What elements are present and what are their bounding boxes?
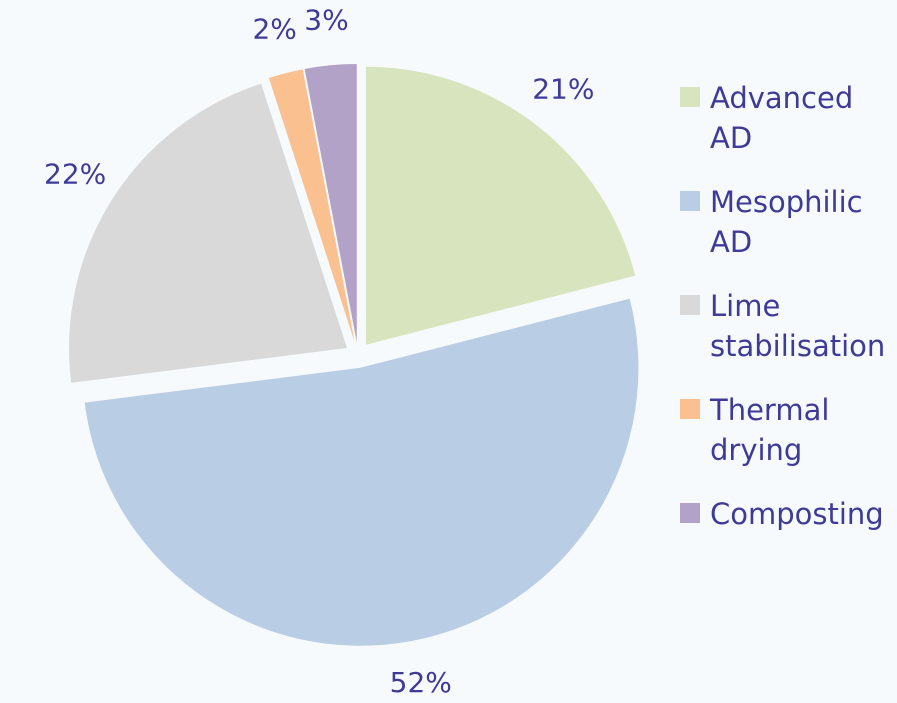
legend-item: Composting: [680, 494, 895, 534]
legend-item: Thermal drying: [680, 390, 895, 470]
legend-label: Mesophilic AD: [710, 185, 863, 259]
pie-slice: [84, 298, 639, 646]
legend-swatch: [680, 503, 700, 523]
legend-label: Composting: [710, 497, 884, 531]
legend-swatch: [680, 191, 700, 211]
legend-item: Lime stabilisation: [680, 286, 895, 366]
legend: Advanced AD Mesophilic AD Lime stabilisati…: [680, 78, 895, 558]
legend-swatch: [680, 87, 700, 107]
data-label: 3%: [304, 3, 348, 36]
legend-label: Thermal drying: [710, 393, 830, 467]
legend-swatch: [680, 399, 700, 419]
legend-item: Mesophilic AD: [680, 182, 895, 262]
pie-slice: [304, 64, 357, 343]
data-label: 22%: [44, 157, 106, 190]
legend-swatch: [680, 295, 700, 315]
legend-label: Lime stabilisation: [710, 289, 886, 363]
pie-slice: [365, 66, 636, 345]
data-label: 52%: [390, 666, 452, 699]
data-label: 2%: [252, 13, 296, 46]
data-label: 21%: [532, 72, 594, 105]
legend-item: Advanced AD: [680, 78, 895, 158]
pie-slice: [268, 69, 355, 343]
legend-label: Advanced AD: [710, 81, 854, 155]
pie-slice: [69, 83, 348, 383]
pie-area: 21% 52% 22% 2% 3%: [44, 3, 639, 699]
